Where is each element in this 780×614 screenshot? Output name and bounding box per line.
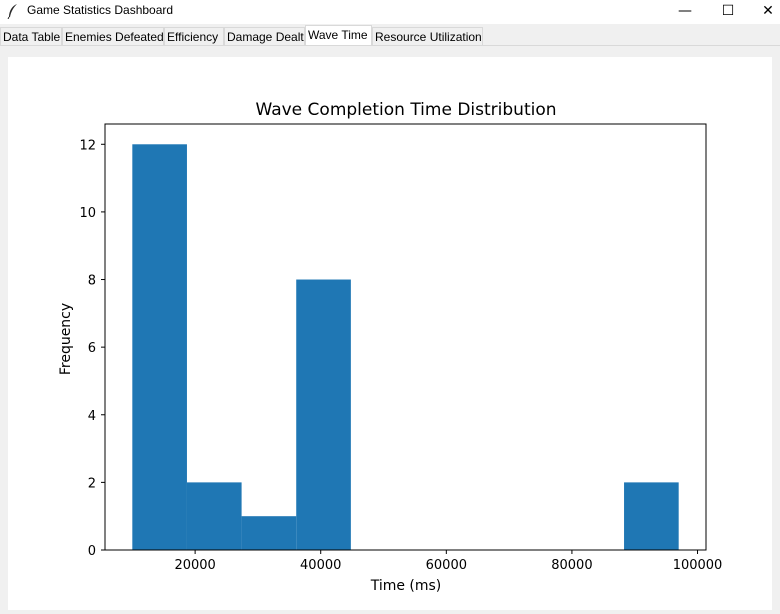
chart-panel: Wave Completion Time Distribution 20000 4… — [8, 57, 772, 610]
maximize-button[interactable]: ☐ — [721, 3, 735, 19]
y-tick-label: 12 — [79, 138, 96, 153]
x-tick-label: 60000 — [426, 558, 467, 573]
tab-divider — [0, 45, 780, 46]
y-tick-label: 0 — [88, 544, 96, 559]
tab-efficiency[interactable]: Efficiency — [164, 27, 224, 45]
chart-title: Wave Completion Time Distribution — [255, 100, 556, 120]
plot-area-frame — [104, 123, 707, 551]
x-tick-label: 40000 — [300, 558, 341, 573]
tab-wave-time[interactable]: Wave Time — [305, 25, 372, 46]
minimize-button[interactable]: — — [678, 3, 692, 19]
histogram-bar — [296, 279, 351, 550]
x-tick-label: 100000 — [673, 558, 723, 573]
histogram-bar — [132, 144, 187, 550]
close-button[interactable]: ✕ — [762, 3, 774, 19]
tab-bar: Data Table Enemies Defeated Efficiency D… — [0, 24, 780, 46]
y-axis-ticks: 0 2 4 6 8 10 12 — [79, 138, 105, 559]
y-tick-label: 2 — [88, 476, 96, 491]
bars-group — [132, 144, 679, 550]
title-bar: Game Statistics Dashboard — ☐ ✕ — [0, 0, 780, 24]
histogram-bar — [186, 482, 242, 550]
tab-enemies-defeated[interactable]: Enemies Defeated — [62, 27, 164, 45]
y-axis-label: Frequency — [58, 303, 74, 375]
x-tick-label: 80000 — [551, 558, 592, 573]
y-tick-label: 4 — [88, 409, 96, 424]
y-tick-label: 10 — [79, 206, 96, 221]
histogram-chart: Wave Completion Time Distribution 20000 4… — [58, 100, 722, 594]
y-tick-label: 6 — [88, 341, 96, 356]
tab-resource-utilization[interactable]: Resource Utilization — [372, 27, 483, 45]
histogram-bar — [241, 516, 297, 550]
x-axis-ticks: 20000 40000 60000 80000 100000 — [174, 550, 722, 573]
x-tick-label: 20000 — [174, 558, 215, 573]
y-tick-label: 8 — [88, 274, 96, 289]
tab-damage-dealt[interactable]: Damage Dealt — [224, 27, 305, 45]
histogram-bar — [624, 482, 679, 550]
window-title: Game Statistics Dashboard — [27, 3, 174, 17]
tab-data-table[interactable]: Data Table — [0, 27, 62, 45]
feather-icon — [7, 4, 17, 19]
x-axis-label: Time (ms) — [370, 578, 442, 594]
